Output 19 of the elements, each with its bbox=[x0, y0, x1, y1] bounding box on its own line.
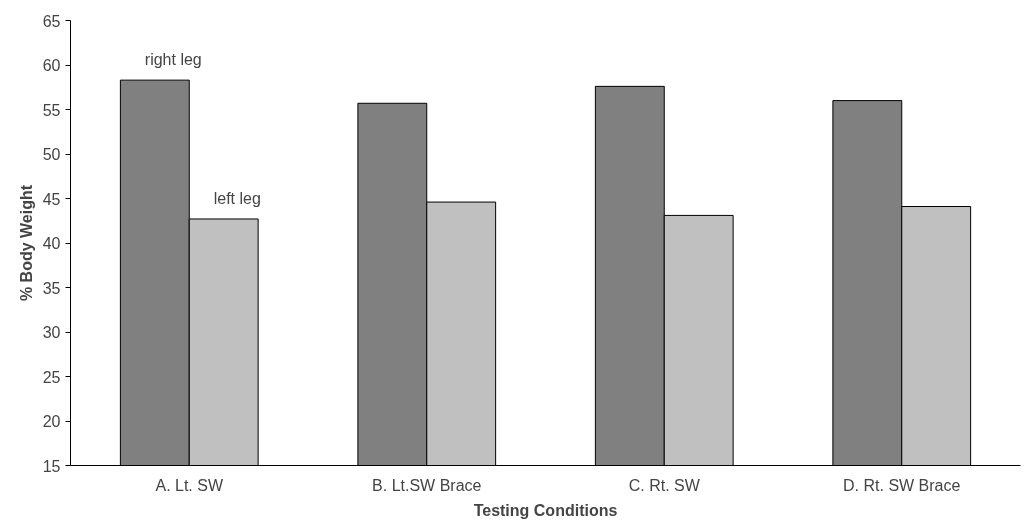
y-tick-label: 50 bbox=[42, 146, 61, 163]
y-tick-label: 15 bbox=[42, 457, 61, 475]
y-tick-label: 35 bbox=[42, 279, 61, 297]
y-tick-label: 25 bbox=[42, 368, 61, 386]
y-tick-label: 60 bbox=[42, 57, 61, 74]
x-tick-label: B. Lt.SW Brace bbox=[372, 476, 482, 494]
x-tick-label: D. Rt. SW Brace bbox=[843, 476, 961, 494]
x-axis-title: Testing Conditions bbox=[473, 501, 618, 519]
y-axis-title: % Body Weight bbox=[17, 184, 35, 302]
y-tick-label: 40 bbox=[42, 235, 61, 252]
y-tick-label: 20 bbox=[42, 413, 61, 430]
x-tick-label: C. Rt. SW bbox=[628, 476, 701, 494]
series-label: right leg bbox=[144, 51, 202, 69]
y-tick-label: 45 bbox=[42, 190, 61, 208]
x-tick-label: A. Lt. SW bbox=[155, 476, 224, 494]
y-tick-label: 65 bbox=[42, 12, 61, 30]
y-tick-label: 30 bbox=[42, 324, 61, 341]
y-tick-label: 55 bbox=[42, 101, 61, 119]
series-label: left leg bbox=[213, 189, 261, 207]
